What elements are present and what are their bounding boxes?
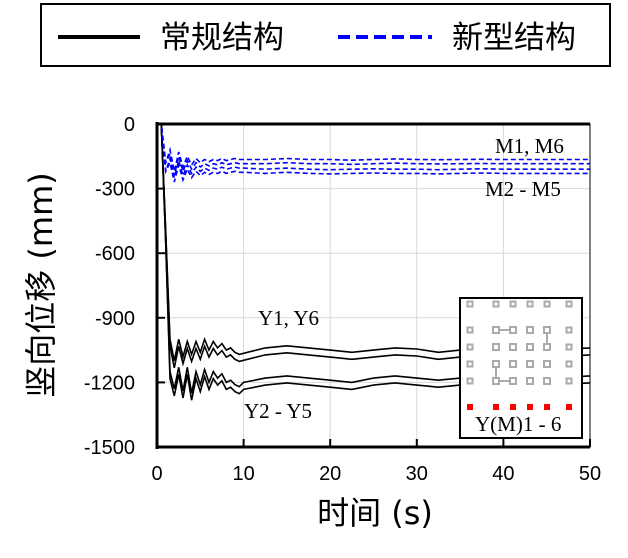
inset-node [565,300,573,308]
inset-node [543,300,551,308]
inset-layout-diagram: Y(M)1 - 6 [459,297,583,439]
inset-node [526,360,534,368]
x-tick-label: 50 [579,463,601,485]
inset-node [492,326,500,334]
axes [155,122,591,449]
inset-node [543,360,551,368]
inset-highlight-node [566,404,572,410]
inset-node [509,377,517,385]
inset-node [509,326,517,334]
inset-node [526,326,534,334]
inset-node [526,343,534,351]
x-tick-label: 20 [319,463,341,485]
y-tick-label: -1200 [84,372,135,394]
series-line-m2-m5 [157,123,590,179]
y-tick-label: -600 [95,243,135,265]
series-line-m1-m6 [157,123,590,172]
series-line-m1-m6-b [157,123,590,176]
annotation-y2-y5: Y2 - Y5 [244,399,312,423]
inset-node [543,326,551,334]
annotation-m1-m6: M1, M6 [495,134,564,158]
y-tick-label: -900 [95,308,135,330]
legend: 常规结构 新型结构 [40,3,611,67]
inset-node [492,360,500,368]
series-line-m2-m5-b [157,123,590,183]
inset-node [466,300,474,308]
inset-node [526,377,534,385]
inset-frame [459,297,583,439]
y-axis-title: 竖向位移 (mm) [22,172,60,398]
inset-node [509,343,517,351]
inset-highlight-node [510,404,516,410]
inset-node [565,326,573,334]
inset-node [466,377,474,385]
legend-label-new: 新型结构 [452,20,576,56]
inset-highlight-node [527,404,533,410]
inset-node [509,300,517,308]
x-axis-title: 时间 (s) [317,494,433,532]
inset-node [526,300,534,308]
inset-node [543,377,551,385]
y-tick-label: 0 [124,114,135,136]
inset-label: Y(M)1 - 6 [475,412,561,436]
y-tick-label: -1500 [84,437,135,459]
x-tick-label: 10 [232,463,254,485]
x-tick-label: 0 [151,463,162,485]
inset-node [466,326,474,334]
x-tick-label: 40 [492,463,514,485]
annotation-y1-y6: Y1, Y6 [258,306,319,330]
inset-node [492,377,500,385]
inset-node [466,360,474,368]
inset-highlight-node [467,404,473,410]
legend-label-conventional: 常规结构 [160,20,284,56]
inset-node [466,343,474,351]
inset-highlight-node [493,404,499,410]
inset-node [565,360,573,368]
x-tick-label: 30 [406,463,428,485]
inset-node [565,377,573,385]
y-tick-label: -300 [95,179,135,201]
inset-node [492,343,500,351]
inset-node [565,343,573,351]
inset-node [543,343,551,351]
inset-node [492,300,500,308]
annotation-m2-m5: M2 - M5 [485,177,561,201]
inset-highlight-node [544,404,550,410]
tick-labels: 0 10 20 30 40 50 0 -300 -600 -900 -1200 -1500 [84,114,601,485]
inset-node [509,360,517,368]
